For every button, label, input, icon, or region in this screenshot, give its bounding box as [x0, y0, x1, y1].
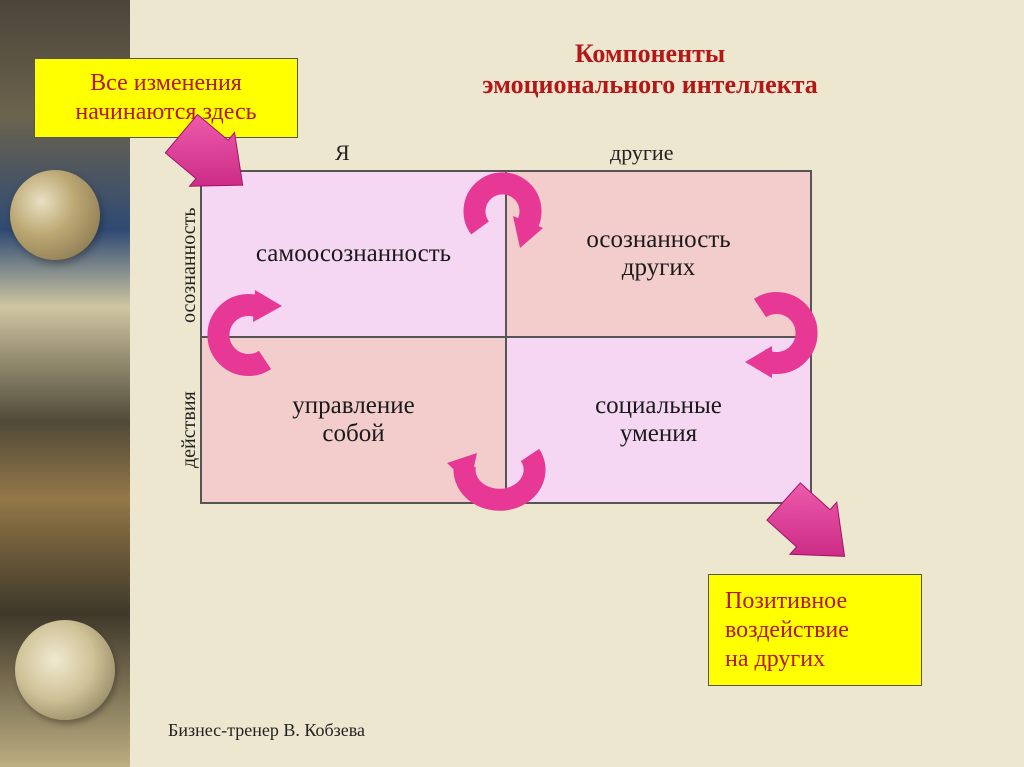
title-line-1: Компоненты [575, 39, 725, 68]
callout-bottom-line-3: на других [725, 646, 825, 672]
cell-br-line-1: социальные [595, 392, 722, 419]
footer-author: Бизнес-тренер В. Кобзева [168, 720, 365, 741]
arrow-br-bl-icon [435, 435, 545, 515]
cell-bl-line-2: собой [322, 420, 384, 447]
cell-br-line-2: умения [620, 420, 697, 447]
column-label-others: другие [610, 140, 673, 166]
arrow-start-icon [160, 120, 250, 210]
arrow-bl-tl-icon [210, 290, 290, 380]
arrow-tr-br-icon [740, 290, 820, 380]
callout-result: Позитивное воздействие на других [708, 574, 922, 686]
cell-tr-line-1: осознанность [586, 226, 730, 253]
callout-bottom-line-2: воздействие [725, 617, 849, 643]
row-label-awareness: осознанность [178, 200, 201, 330]
callout-bottom-line-1: Позитивное [725, 588, 847, 614]
row-label-actions: действия [178, 370, 201, 490]
cell-tl-text: самоосознанность [256, 240, 451, 268]
arrow-tl-tr-icon [465, 178, 545, 248]
cell-tr-line-2: других [622, 254, 696, 281]
page-title: Компоненты эмоционального интеллекта [350, 38, 950, 100]
callout-top-line-1: Все изменения [90, 70, 242, 96]
column-label-self: Я [335, 140, 350, 166]
title-line-2: эмоционального интеллекта [482, 70, 818, 99]
cell-bl-line-1: управление [292, 392, 414, 419]
